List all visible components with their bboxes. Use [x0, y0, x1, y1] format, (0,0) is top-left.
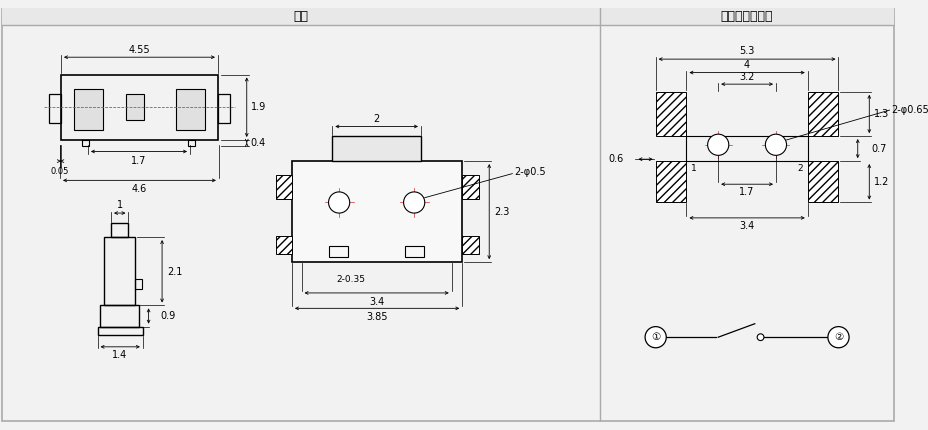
Circle shape — [329, 192, 349, 213]
Bar — [61, 74, 218, 140]
Text: 4.55: 4.55 — [128, 44, 149, 55]
Text: 3.4: 3.4 — [739, 221, 754, 230]
Text: 2: 2 — [373, 114, 380, 124]
Circle shape — [403, 192, 424, 213]
Bar — [218, 94, 230, 123]
Circle shape — [644, 327, 665, 348]
Text: 1.7: 1.7 — [739, 187, 754, 197]
Bar — [100, 305, 139, 327]
Bar — [104, 237, 135, 305]
Text: 2.1: 2.1 — [167, 267, 182, 277]
Bar — [276, 175, 291, 199]
Text: ②: ② — [833, 332, 843, 342]
Bar — [462, 175, 478, 199]
Text: 0.4: 0.4 — [251, 138, 265, 148]
Text: 3.2: 3.2 — [739, 72, 754, 83]
Text: 2: 2 — [796, 164, 802, 173]
Bar — [135, 279, 142, 289]
Bar — [462, 236, 478, 255]
Bar — [82, 140, 89, 146]
Text: ①: ① — [651, 332, 660, 342]
Bar — [291, 161, 462, 262]
Bar — [655, 92, 686, 136]
Bar — [97, 327, 143, 335]
Circle shape — [756, 334, 763, 341]
Text: 0.9: 0.9 — [160, 311, 175, 321]
Bar — [3, 8, 894, 25]
Bar — [806, 92, 838, 136]
Bar — [73, 89, 103, 130]
Bar — [187, 140, 195, 146]
Circle shape — [707, 134, 728, 155]
Text: 3.85: 3.85 — [366, 312, 387, 322]
Circle shape — [827, 327, 848, 348]
Text: 1: 1 — [117, 200, 122, 210]
Bar — [404, 246, 423, 257]
Text: 2-φ0.5: 2-φ0.5 — [514, 167, 546, 177]
Text: 0.05: 0.05 — [51, 167, 70, 176]
Circle shape — [765, 134, 786, 155]
Text: 1: 1 — [690, 164, 696, 173]
Bar — [655, 161, 686, 203]
Text: 1.2: 1.2 — [873, 177, 888, 187]
Bar — [126, 94, 144, 120]
Bar — [332, 136, 420, 161]
Text: 0.7: 0.7 — [870, 144, 885, 154]
Text: 1.9: 1.9 — [251, 102, 265, 112]
Bar — [111, 223, 128, 237]
Bar — [48, 94, 61, 123]
Bar — [329, 246, 347, 257]
Text: 2.3: 2.3 — [494, 207, 509, 217]
Bar — [806, 161, 838, 203]
Text: 1.3: 1.3 — [873, 109, 888, 119]
Text: 1.4: 1.4 — [112, 350, 127, 360]
Text: 3.4: 3.4 — [368, 297, 384, 307]
Text: 1.7: 1.7 — [131, 156, 147, 166]
Text: 2-0.35: 2-0.35 — [336, 275, 365, 284]
Text: 4.6: 4.6 — [131, 184, 147, 194]
Text: 5.3: 5.3 — [739, 46, 754, 56]
Text: 安装图及电路图: 安装图及电路图 — [720, 10, 772, 23]
Bar — [175, 89, 205, 130]
Text: 4: 4 — [743, 60, 749, 70]
Text: 2-φ0.65: 2-φ0.65 — [891, 105, 928, 115]
Text: 尺寸: 尺寸 — [293, 10, 308, 23]
Text: 0.6: 0.6 — [608, 154, 624, 164]
Bar — [686, 136, 806, 161]
Bar — [276, 236, 291, 255]
